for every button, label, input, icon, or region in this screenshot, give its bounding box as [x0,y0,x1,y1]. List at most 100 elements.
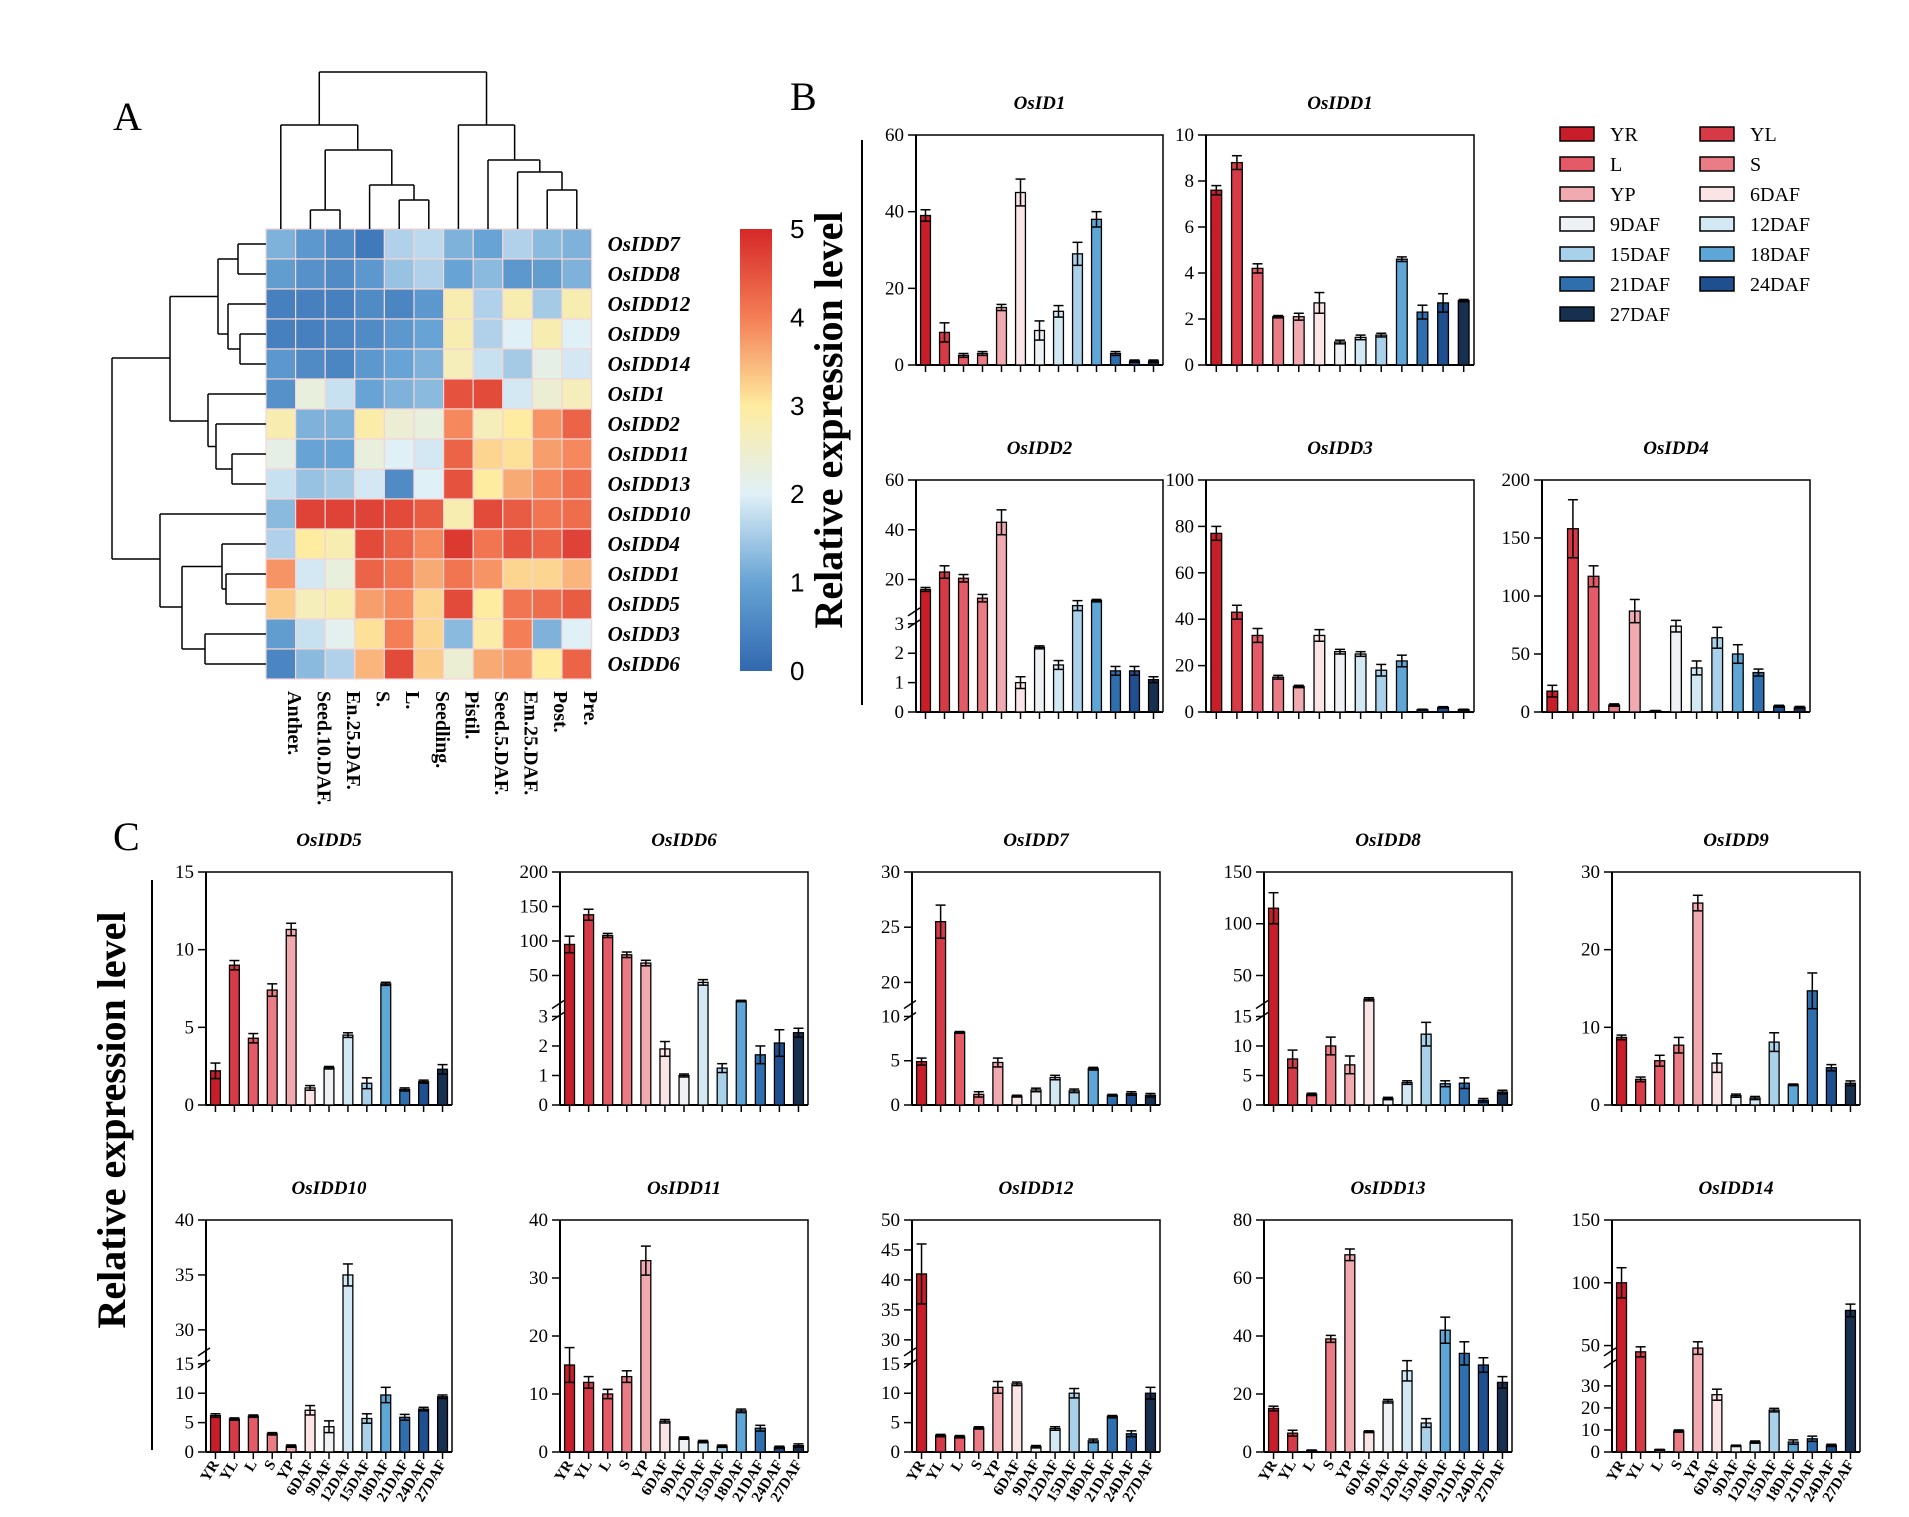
panel-label-c: C [113,814,140,859]
bar [1144,1392,1157,1453]
bar [621,954,633,1106]
bar [1292,685,1305,713]
legend-label: 27DAF [1610,304,1670,326]
x-tick-label: L [596,1458,615,1475]
plot-frame [560,871,809,1105]
bar [659,1420,671,1453]
y-tick-label: 0 [1185,355,1195,376]
heatmap-cell [354,318,385,350]
heatmap-cell [443,378,474,410]
heatmap-cell [531,318,563,350]
legend-swatch [1559,156,1595,172]
bar [1416,311,1429,366]
bar [995,521,1008,713]
colorbar-tick-label: 2 [790,479,804,509]
heatmap-cell [265,378,297,410]
bar [1673,1044,1685,1106]
bar [1011,1383,1023,1453]
heatmap-row-label: OsIDD7 [608,232,682,256]
heatmap-cell [265,348,297,380]
heatmap-cell [295,528,326,560]
bar [1049,1076,1061,1106]
chart-title: OsIDD14 [1699,1178,1774,1199]
bar [1033,646,1046,713]
heatmap-cell [354,348,385,380]
y-tick-label: 50 [1581,1336,1600,1357]
heatmap-cell [324,228,356,260]
x-tick-label: L [1300,1458,1319,1475]
y-tick-label: 100 [1502,586,1531,607]
legend-label: 24DAF [1750,274,1810,296]
y-tick-label: 20 [1233,1384,1252,1405]
bar [1457,299,1470,366]
bar [380,983,392,1106]
chart-title: OsIDD11 [647,1178,721,1199]
x-tick-label: L [1648,1458,1667,1475]
heatmap-cell [531,588,563,620]
heatmap-cell [354,438,385,470]
bar [1230,611,1243,713]
heatmap-cell [561,648,593,680]
heatmap-cell [354,528,385,560]
bar [1210,189,1223,366]
chart-title: OsIDD8 [1355,830,1421,851]
heatmap-cell [295,468,326,500]
heatmap-cell [265,558,297,590]
plot-frame [916,134,1164,365]
y-tick-label: 10 [1175,125,1194,146]
y-tick-label: 25 [881,917,900,938]
colorbar-scale [740,229,772,671]
bar [1711,1394,1723,1453]
heatmap-cell [443,438,474,470]
heatmap-cell [443,468,474,500]
y-tick-label: 10 [175,940,194,961]
colorbar-tick-label: 3 [790,391,804,421]
y-tick-label: 150 [520,896,549,917]
heatmap-row-label: OsIDD8 [608,262,681,286]
y-axis-label-panel-c: Relative expression level [89,912,134,1329]
heatmap-row-label: OsIDD11 [608,442,690,466]
heatmap-row-label: OsIDD2 [608,412,681,436]
heatmap-cell [383,558,415,590]
bar [1267,1407,1280,1453]
heatmap-cell [354,468,385,500]
heatmap-column-label: Seed.5.DAF. [490,691,512,795]
bar [1333,651,1347,713]
heatmap-cell [354,378,385,410]
bar [1344,1254,1356,1453]
y-tick-label: 4 [1185,263,1195,284]
heatmap-cell [413,348,445,380]
bar-chart-osidd6: OsIDD6 0 1 2 3 50 100 150 200 [520,830,812,1116]
y-tick-label: 0 [539,1095,549,1116]
legend-label: S [1750,154,1761,176]
bar [1049,1427,1061,1453]
heatmap-cell [324,318,356,350]
heatmap-cell [502,378,533,410]
y-tick-label: 6 [1185,217,1195,238]
heatmap-cell [324,408,356,440]
bar [1363,1431,1375,1453]
heatmap-cell [531,618,563,650]
bar [954,1031,966,1106]
y-tick-label: 20 [881,972,900,993]
axis-break-mark [907,607,921,617]
y-tick-label: 0 [1521,702,1531,723]
heatmap-cell [324,378,356,410]
y-tick-label: 10 [1581,1017,1600,1038]
y-tick-label: 3 [539,1006,549,1027]
bar [1071,604,1084,713]
heatmap-cell [531,558,563,590]
heatmap-row-label: OsIDD3 [608,622,680,646]
y-tick-label: 5 [185,1413,195,1434]
x-tick-label: L [948,1458,967,1475]
heatmap-cell [383,378,415,410]
bar [659,1048,671,1106]
y-tick-label: 5 [185,1017,195,1038]
bar [1477,1364,1489,1453]
heatmap-cell [443,408,474,440]
legend-swatch [1559,246,1595,262]
y-tick-label: 60 [1233,1268,1252,1289]
bar [1333,341,1347,366]
